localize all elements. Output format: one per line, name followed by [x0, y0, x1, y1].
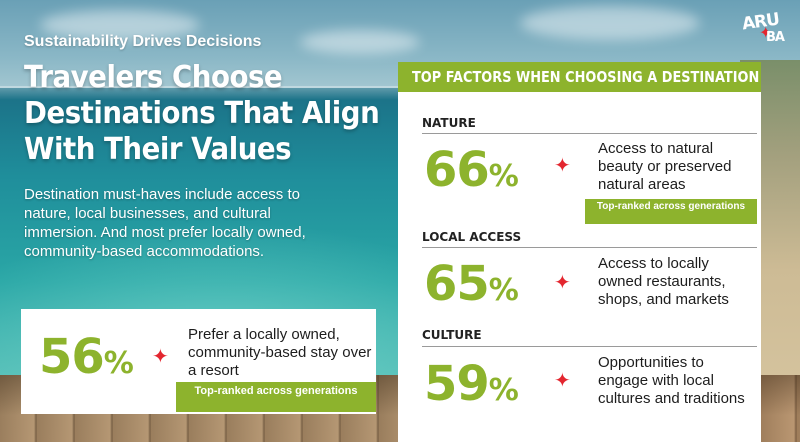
- intro-paragraph: Destination must-haves include access to…: [24, 186, 306, 260]
- top-ranked-badge: Top-ranked across generations: [585, 199, 757, 224]
- cloud: [520, 6, 700, 40]
- factor-percentage: 65%: [424, 256, 519, 312]
- divider: [422, 346, 757, 347]
- divider: [422, 133, 757, 134]
- divider: [422, 247, 757, 248]
- cloud: [300, 30, 420, 54]
- sparkle-icon: ✦: [152, 346, 169, 368]
- panel-header: TOP FACTORS WHEN CHOOSING A DESTINATION: [398, 62, 761, 92]
- headline-line: Destinations That Align: [24, 96, 380, 131]
- factor-label-nature: NATURE: [422, 116, 476, 130]
- logo-star-icon: ✦: [759, 23, 773, 42]
- factor-percentage: 59%: [424, 356, 519, 412]
- headline: Travelers Choose Destinations That Align…: [24, 60, 380, 168]
- factor-percentage: 66%: [424, 142, 519, 198]
- kicker-title: Sustainability Drives Decisions: [24, 33, 262, 50]
- stat-description: Prefer a locally owned, community-based …: [188, 326, 372, 379]
- sparkle-icon: ✦: [554, 155, 571, 177]
- factor-description: Access to locally owned restaurants, sho…: [598, 255, 729, 308]
- sparkle-icon: ✦: [554, 370, 571, 392]
- factor-label-local-access: LOCAL ACCESS: [422, 230, 522, 244]
- aruba-logo: ARU ✦ BA: [728, 8, 794, 52]
- factor-description: Access to natural beauty or preserved na…: [598, 140, 732, 193]
- factor-description: Opportunities to engage with local cultu…: [598, 354, 745, 407]
- headline-line: Travelers Choose: [24, 60, 283, 95]
- accommodation-stat-card: 56% ✦ Prefer a locally owned, community-…: [21, 309, 376, 414]
- top-ranked-badge: Top-ranked across generations: [176, 382, 376, 412]
- stat-percentage: 56%: [39, 329, 134, 385]
- factor-label-culture: CULTURE: [422, 328, 482, 342]
- sparkle-icon: ✦: [554, 272, 571, 294]
- headline-line: With Their Values: [24, 132, 292, 167]
- cloud: [40, 10, 200, 40]
- logo-text: BA: [766, 30, 785, 45]
- top-factors-panel: TOP FACTORS WHEN CHOOSING A DESTINATION …: [398, 62, 761, 442]
